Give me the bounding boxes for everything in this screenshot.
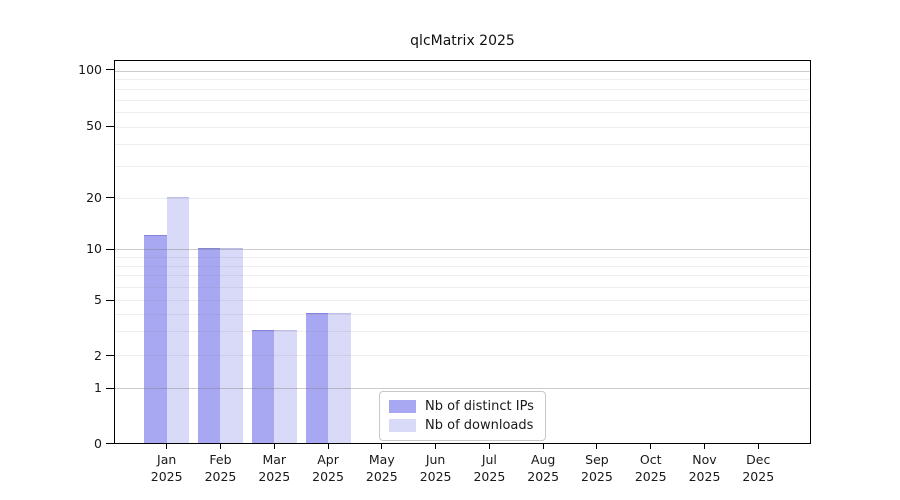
bar-downloads-apr	[328, 312, 351, 443]
legend-item-distinct-ips: Nb of distinct IPs	[389, 399, 536, 414]
x-tick-mark-dec	[757, 444, 759, 449]
x-tick-mark-sep	[596, 444, 598, 449]
y-tick-label-20: 20	[86, 189, 102, 205]
x-tick-label-jan: Jan 2025	[135, 451, 199, 485]
bar-distinct-ips-feb	[197, 248, 221, 443]
gridline-40	[115, 144, 810, 146]
x-tick-label-year: 2025	[258, 469, 291, 484]
x-tick-mark-feb	[219, 444, 221, 449]
chart-title: qlcMatrix 2025	[410, 33, 515, 49]
y-tick-label-100: 100	[78, 61, 102, 77]
x-tick-mark-oct	[650, 444, 652, 449]
x-tick-label-month: Nov	[692, 452, 717, 467]
x-tick-label-feb: Feb 2025	[188, 451, 252, 485]
gridline-60	[115, 112, 810, 113]
x-tick-mark-may	[381, 444, 383, 449]
x-tick-label-aug: Aug 2025	[511, 451, 575, 485]
legend: Nb of distinct IPs Nb of downloads	[379, 391, 546, 441]
x-tick-label-month: Apr	[317, 452, 339, 467]
y-tick-mark-0	[106, 443, 114, 444]
y-tick-mark-100	[106, 69, 114, 71]
gridline-20	[115, 197, 810, 199]
x-tick-mark-jun	[435, 444, 437, 449]
x-tick-label-month: Aug	[530, 452, 556, 467]
x-tick-label-year: 2025	[150, 469, 183, 484]
y-tick-mark-1	[106, 387, 114, 389]
y-tick-label-0: 0	[94, 435, 102, 451]
gridline-50	[115, 126, 810, 128]
x-tick-label-year: 2025	[742, 469, 775, 484]
x-tick-mark-aug	[542, 444, 544, 449]
x-tick-label-year: 2025	[581, 469, 613, 484]
gridline-80	[115, 88, 810, 90]
x-tick-label-year: 2025	[312, 469, 344, 484]
bar-downloads-feb	[220, 248, 243, 443]
gridline-90	[115, 79, 810, 81]
bar-distinct-ips-mar	[251, 329, 275, 443]
x-tick-label-year: 2025	[634, 469, 667, 484]
y-tick-label-5: 5	[94, 292, 102, 308]
x-tick-label-year: 2025	[527, 469, 560, 484]
plot-area: Nb of distinct IPs Nb of downloads	[114, 60, 811, 444]
bar-distinct-ips-apr	[305, 312, 329, 443]
x-tick-label-month: Jan	[157, 452, 177, 467]
y-tick-mark-2	[106, 355, 114, 357]
bar-distinct-ips-jan	[144, 234, 167, 443]
bar-downloads-mar	[274, 329, 297, 443]
x-tick-label-month: May	[368, 452, 395, 467]
x-tick-label-month: Dec	[746, 452, 771, 467]
legend-swatch-distinct-ips	[389, 400, 416, 413]
y-tick-mark-5	[106, 299, 114, 301]
x-tick-label-jul: Jul 2025	[457, 451, 521, 485]
x-tick-label-year: 2025	[204, 469, 237, 484]
y-tick-label-1: 1	[94, 380, 102, 396]
x-tick-label-year: 2025	[419, 469, 452, 484]
y-tick-mark-50	[106, 125, 114, 127]
x-tick-label-month: Feb	[209, 452, 232, 467]
x-tick-label-year: 2025	[365, 469, 398, 484]
x-tick-mark-jul	[488, 444, 490, 449]
gridline-30	[115, 166, 810, 168]
y-tick-mark-10	[106, 248, 114, 250]
legend-label-distinct-ips: Nb of distinct IPs	[425, 399, 534, 414]
y-tick-label-10: 10	[86, 241, 102, 257]
x-tick-label-month: Mar	[262, 452, 287, 467]
legend-label-downloads: Nb of downloads	[425, 418, 534, 433]
x-tick-mark-nov	[704, 444, 705, 449]
x-tick-label-month: Sep	[585, 452, 609, 467]
x-tick-label-apr: Apr 2025	[296, 451, 360, 485]
gridline-70	[115, 99, 810, 101]
x-tick-label-year: 2025	[473, 469, 506, 484]
x-tick-label-month: Jul	[481, 452, 497, 467]
x-tick-label-year: 2025	[688, 469, 721, 484]
x-tick-label-month: Jun	[425, 452, 446, 467]
legend-item-downloads: Nb of downloads	[389, 418, 536, 433]
x-tick-label-sep: Sep 2025	[565, 451, 629, 485]
gridline-100	[115, 70, 810, 72]
y-tick-label-50: 50	[86, 118, 102, 133]
x-tick-label-dec: Dec 2025	[726, 451, 790, 485]
x-tick-label-mar: Mar 2025	[242, 451, 306, 485]
x-tick-label-may: May 2025	[350, 451, 414, 485]
x-tick-label-nov: Nov 2025	[673, 451, 737, 485]
bar-downloads-jan	[166, 197, 190, 443]
x-tick-mark-mar	[273, 444, 275, 449]
y-tick-label-2: 2	[94, 347, 102, 363]
x-tick-mark-apr	[327, 444, 329, 449]
x-tick-mark-jan	[166, 444, 168, 449]
x-tick-label-month: Oct	[639, 452, 662, 467]
x-tick-label-oct: Oct 2025	[619, 451, 683, 485]
x-tick-label-jun: Jun 2025	[404, 451, 468, 485]
legend-swatch-downloads	[389, 419, 416, 432]
y-tick-mark-20	[106, 197, 114, 199]
